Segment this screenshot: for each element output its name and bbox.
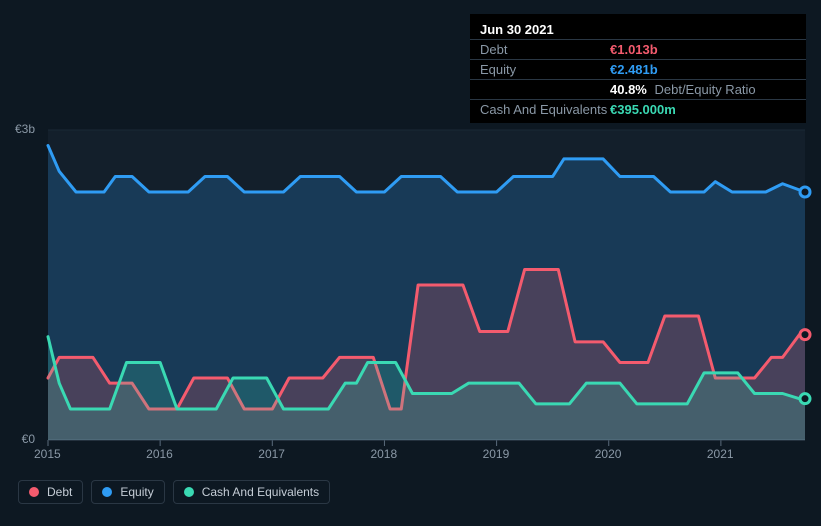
tooltip-value: 40.8% Debt/Equity Ratio: [610, 82, 756, 97]
tooltip-label: Debt: [480, 42, 610, 57]
chart-legend: Debt Equity Cash And Equivalents: [18, 480, 330, 504]
tooltip-value: €1.013b: [610, 42, 658, 57]
x-axis-label: 2016: [146, 447, 173, 461]
tooltip-label: Cash And Equivalents: [480, 102, 610, 117]
legend-item-equity[interactable]: Equity: [91, 480, 164, 504]
x-axis-label: 2021: [707, 447, 734, 461]
tooltip-value: €2.481b: [610, 62, 658, 77]
legend-label: Cash And Equivalents: [202, 485, 319, 499]
x-axis-label: 2019: [483, 447, 510, 461]
y-axis-label: €0: [22, 432, 35, 446]
x-axis-label: 2017: [258, 447, 285, 461]
legend-swatch: [29, 487, 39, 497]
y-axis-label: €3b: [15, 122, 35, 136]
legend-item-debt[interactable]: Debt: [18, 480, 83, 504]
x-axis-labels: 2015 2016 2017 2018 2019 2020 2021: [20, 447, 810, 467]
tooltip-label: Equity: [480, 62, 610, 77]
tooltip-row: 40.8% Debt/Equity Ratio: [470, 80, 806, 100]
tooltip-value: €395.000m: [610, 102, 676, 117]
x-axis-label: 2018: [370, 447, 397, 461]
tooltip-date: Jun 30 2021: [470, 18, 806, 40]
legend-swatch: [184, 487, 194, 497]
x-axis-label: 2020: [595, 447, 622, 461]
x-axis-label: 2015: [34, 447, 61, 461]
legend-swatch: [102, 487, 112, 497]
legend-label: Equity: [120, 485, 153, 499]
tooltip-row: Cash And Equivalents€395.000m: [470, 100, 806, 119]
tooltip-label: [480, 82, 610, 97]
legend-item-cash-and-equivalents[interactable]: Cash And Equivalents: [173, 480, 330, 504]
legend-label: Debt: [47, 485, 72, 499]
tooltip-row: Equity€2.481b: [470, 60, 806, 80]
tooltip-row: Debt€1.013b: [470, 40, 806, 60]
financial-chart: Jun 30 2021 Debt€1.013bEquity€2.481b40.8…: [0, 0, 821, 526]
chart-tooltip: Jun 30 2021 Debt€1.013bEquity€2.481b40.8…: [470, 14, 806, 123]
